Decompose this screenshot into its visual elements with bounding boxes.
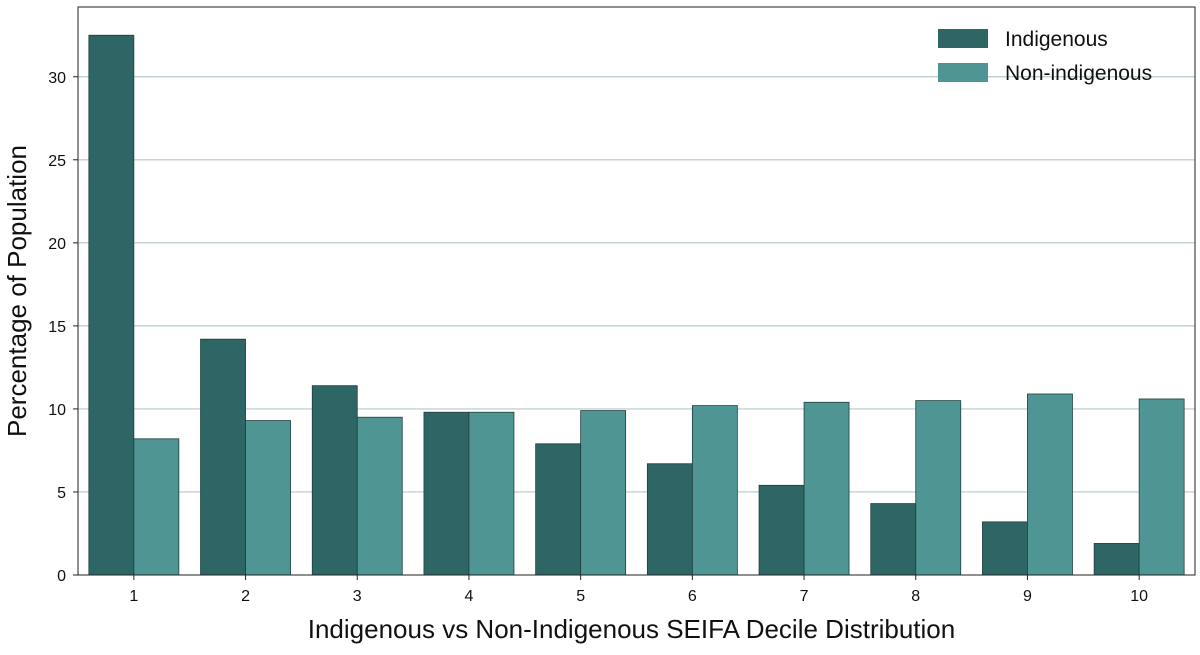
bar-non-indigenous-decile-5: [580, 410, 627, 576]
x-axis-title: Indigenous vs Non-Indigenous SEIFA Decil…: [308, 614, 955, 644]
x-tick-label: 5: [576, 588, 585, 605]
bar-non-indigenous-decile-4: [468, 411, 515, 576]
bar-indigenous-decile-8: [870, 503, 917, 576]
x-tick-label: 7: [800, 588, 809, 605]
bar-non-indigenous-decile-9: [1027, 393, 1073, 576]
x-tick-label: 2: [241, 588, 250, 605]
bar-non-indigenous-decile-2: [245, 420, 291, 576]
x-tick-label: 1: [129, 588, 138, 605]
y-axis-title: Percentage of Population: [2, 145, 32, 437]
legend-label-indigenous: Indigenous: [1005, 28, 1108, 51]
y-tick-label: 30: [48, 70, 66, 87]
plot-frame: [77, 6, 1196, 576]
bar-indigenous-decile-2: [200, 338, 246, 576]
legend-swatch-non-indigenous: [938, 63, 988, 82]
y-tick-label: 10: [48, 402, 66, 419]
legend-swatch-indigenous: [938, 29, 988, 48]
bar-non-indigenous-decile-3: [356, 416, 403, 576]
x-tick-label: 8: [911, 588, 920, 605]
x-tick-label: 9: [1023, 588, 1032, 605]
x-tick-label: 10: [1130, 588, 1148, 605]
bar-indigenous-decile-7: [758, 484, 805, 576]
bar-non-indigenous-decile-1: [133, 438, 180, 576]
x-tick-label: 3: [353, 588, 362, 605]
bar-indigenous-decile-1: [88, 34, 135, 576]
bar-indigenous-decile-4: [423, 411, 470, 576]
y-tick-label: 20: [48, 236, 66, 253]
bar-non-indigenous-decile-10: [1138, 398, 1185, 576]
y-tick-label: 5: [57, 485, 66, 502]
y-axis-ticks: 0 5 10 15 20 25 30: [48, 70, 78, 585]
y-tick-label: 0: [57, 568, 66, 585]
x-tick-label: 6: [688, 588, 697, 605]
y-tick-label: 15: [48, 319, 66, 336]
bar-indigenous-decile-9: [982, 521, 1028, 576]
bar-non-indigenous-decile-8: [915, 400, 962, 576]
bar-indigenous-decile-3: [311, 385, 358, 576]
x-tick-label: 4: [464, 588, 473, 605]
y-tick-label: 25: [48, 153, 66, 170]
legend: Indigenous Non-indigenous: [938, 28, 1152, 85]
bars: [88, 34, 1185, 576]
gridlines: [78, 76, 1195, 493]
legend-label-non-indigenous: Non-indigenous: [1005, 62, 1152, 85]
bar-non-indigenous-decile-6: [691, 405, 738, 576]
bar-indigenous-decile-5: [535, 443, 582, 576]
bar-indigenous-decile-10: [1093, 543, 1140, 576]
x-axis-ticks: 1 2 3 4 5 6 7 8 9 10: [129, 575, 1148, 605]
bar-indigenous-decile-6: [646, 463, 693, 576]
bar-non-indigenous-decile-7: [803, 401, 850, 576]
